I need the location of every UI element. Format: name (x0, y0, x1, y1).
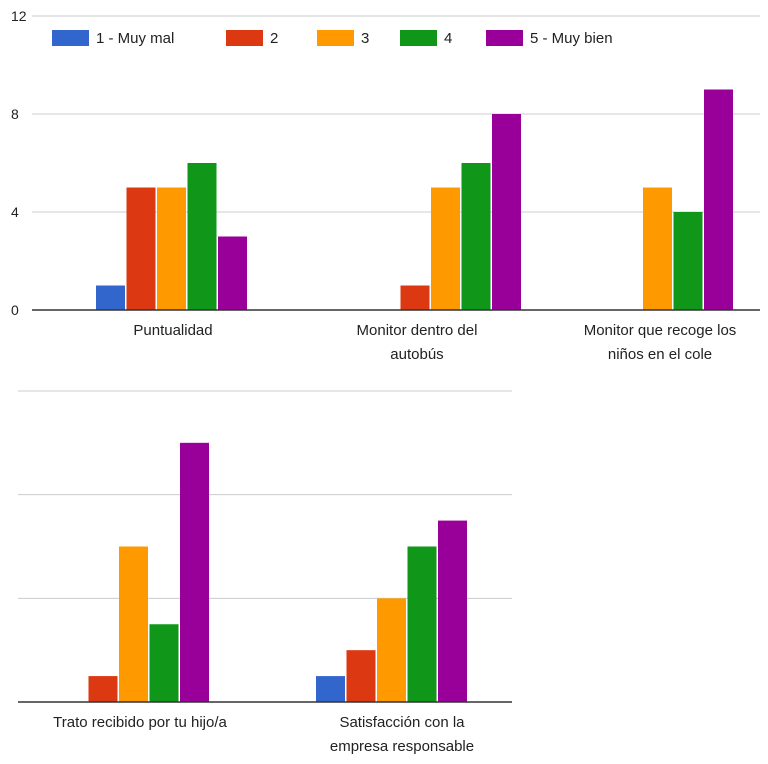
legend-label: 5 - Muy bien (530, 30, 613, 47)
bar-2 (88, 676, 118, 702)
category-label: Trato recibido por tu hijo/a (53, 714, 227, 731)
bar-4 (187, 163, 217, 310)
bar-1 (96, 285, 125, 310)
legend-label: 2 (270, 30, 278, 47)
legend-item: 2 (226, 30, 278, 47)
bar-3 (377, 598, 406, 702)
legend-item: 4 (400, 30, 452, 47)
bar-4 (461, 163, 491, 310)
legend-swatch (52, 30, 89, 46)
category-label: empresa responsable (330, 738, 474, 755)
y-tick-label: 12 (11, 8, 27, 24)
legend-item: 3 (317, 30, 369, 47)
legend-label: 4 (444, 30, 452, 47)
category-label: Puntualidad (133, 322, 212, 339)
axes: Puntualidad Monitor dentro del autobús Moni… (11, 8, 760, 755)
category-label: autobús (390, 346, 443, 363)
legend-swatch (486, 30, 523, 46)
bar-4 (407, 546, 437, 702)
bar-5 (438, 520, 467, 702)
legend-swatch (226, 30, 263, 46)
y-tick-label: 4 (11, 204, 19, 220)
legend-swatch (400, 30, 437, 46)
bar-5 (180, 442, 209, 702)
y-tick-label: 8 (11, 106, 19, 122)
bar-3 (431, 187, 460, 310)
gridlines (18, 15, 760, 599)
legend-label: 1 - Muy mal (96, 30, 174, 47)
bar-5 (704, 89, 733, 310)
legend-label: 3 (361, 30, 369, 47)
y-tick-label: 0 (11, 302, 19, 318)
legend-item: 1 - Muy mal (52, 30, 174, 47)
bars (88, 89, 733, 702)
bar-2 (126, 187, 156, 310)
bar-3 (157, 187, 186, 310)
bar-2 (400, 285, 430, 310)
bar-2 (346, 650, 376, 702)
bar-5 (492, 114, 521, 310)
bar-4 (673, 212, 703, 310)
category-label: niños en el cole (608, 346, 712, 363)
bar-1 (316, 676, 345, 702)
legend-swatch (317, 30, 354, 46)
bar-3 (119, 546, 148, 702)
category-label: Monitor que recoge los (584, 322, 737, 339)
category-label: Monitor dentro del (357, 322, 478, 339)
bar-4 (149, 624, 179, 702)
bar-3 (643, 187, 672, 310)
legend-item: 5 - Muy bien (486, 30, 613, 47)
category-label: Satisfacción con la (339, 714, 465, 731)
bar-5 (218, 236, 247, 310)
legend: 1 - Muy mal 2 3 4 5 - Muy bien (52, 30, 613, 47)
